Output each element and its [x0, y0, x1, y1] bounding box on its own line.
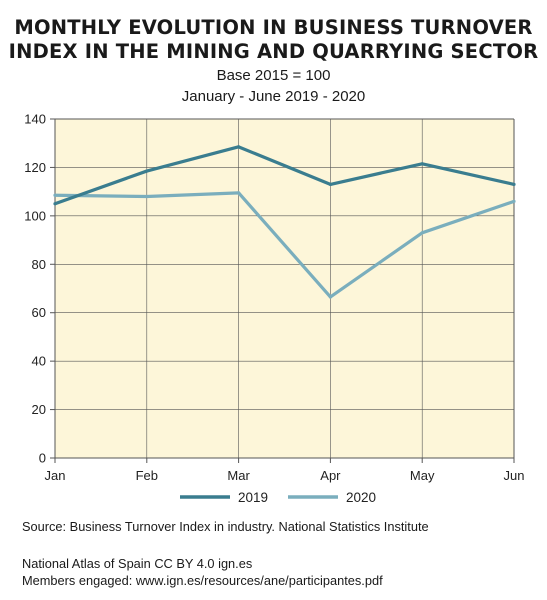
chart-title-line2: INDEX IN THE MINING AND QUARRYING SECTOR [8, 40, 539, 63]
legend-label-2020: 2020 [346, 490, 376, 505]
members-note: Members engaged: www.ign.es/resources/an… [22, 573, 383, 588]
data-point-2019 [237, 145, 241, 149]
data-point-2020 [145, 194, 149, 199]
x-tick-label: Feb [136, 468, 158, 483]
series-line-2020 [54, 191, 515, 299]
data-point-2019 [145, 169, 149, 173]
data-point-2020 [237, 191, 241, 195]
data-point-2020 [420, 231, 424, 235]
y-tick-label: 20 [32, 402, 46, 417]
x-tick-label: Mar [227, 468, 250, 483]
atlas-credit: National Atlas of Spain CC BY 4.0 ign.es [22, 556, 253, 571]
data-point-2020 [53, 193, 57, 197]
x-tick-label: May [410, 468, 435, 483]
y-tick-label: 80 [32, 257, 46, 272]
y-tick-label: 0 [39, 451, 46, 466]
chart-subtitle-period: January - June 2019 - 2020 [181, 88, 366, 105]
y-tick-label: 100 [24, 208, 46, 223]
x-tick-label: Jan [45, 468, 66, 483]
x-tick-label: Jun [504, 468, 525, 483]
y-tick-label: 40 [32, 354, 46, 369]
legend-label-2019: 2019 [238, 490, 268, 505]
data-point-2020 [328, 295, 332, 299]
y-tick-label: 140 [24, 112, 46, 127]
x-tick-label: Apr [320, 468, 341, 483]
data-point-2020 [512, 199, 516, 203]
y-tick-label: 60 [32, 305, 46, 320]
data-point-2019 [53, 202, 57, 206]
y-tick-label: 120 [24, 160, 46, 175]
data-point-2019 [420, 162, 424, 166]
chart-title-line1: MONTHLY EVOLUTION IN BUSINESS TURNOVER [14, 16, 533, 39]
source-note: Source: Business Turnover Index in indus… [22, 519, 429, 534]
chart-subtitle-base: Base 2015 = 100 [216, 67, 331, 84]
data-point-2019 [512, 182, 516, 186]
data-point-2019 [328, 182, 332, 186]
series-line-2019 [54, 145, 515, 206]
